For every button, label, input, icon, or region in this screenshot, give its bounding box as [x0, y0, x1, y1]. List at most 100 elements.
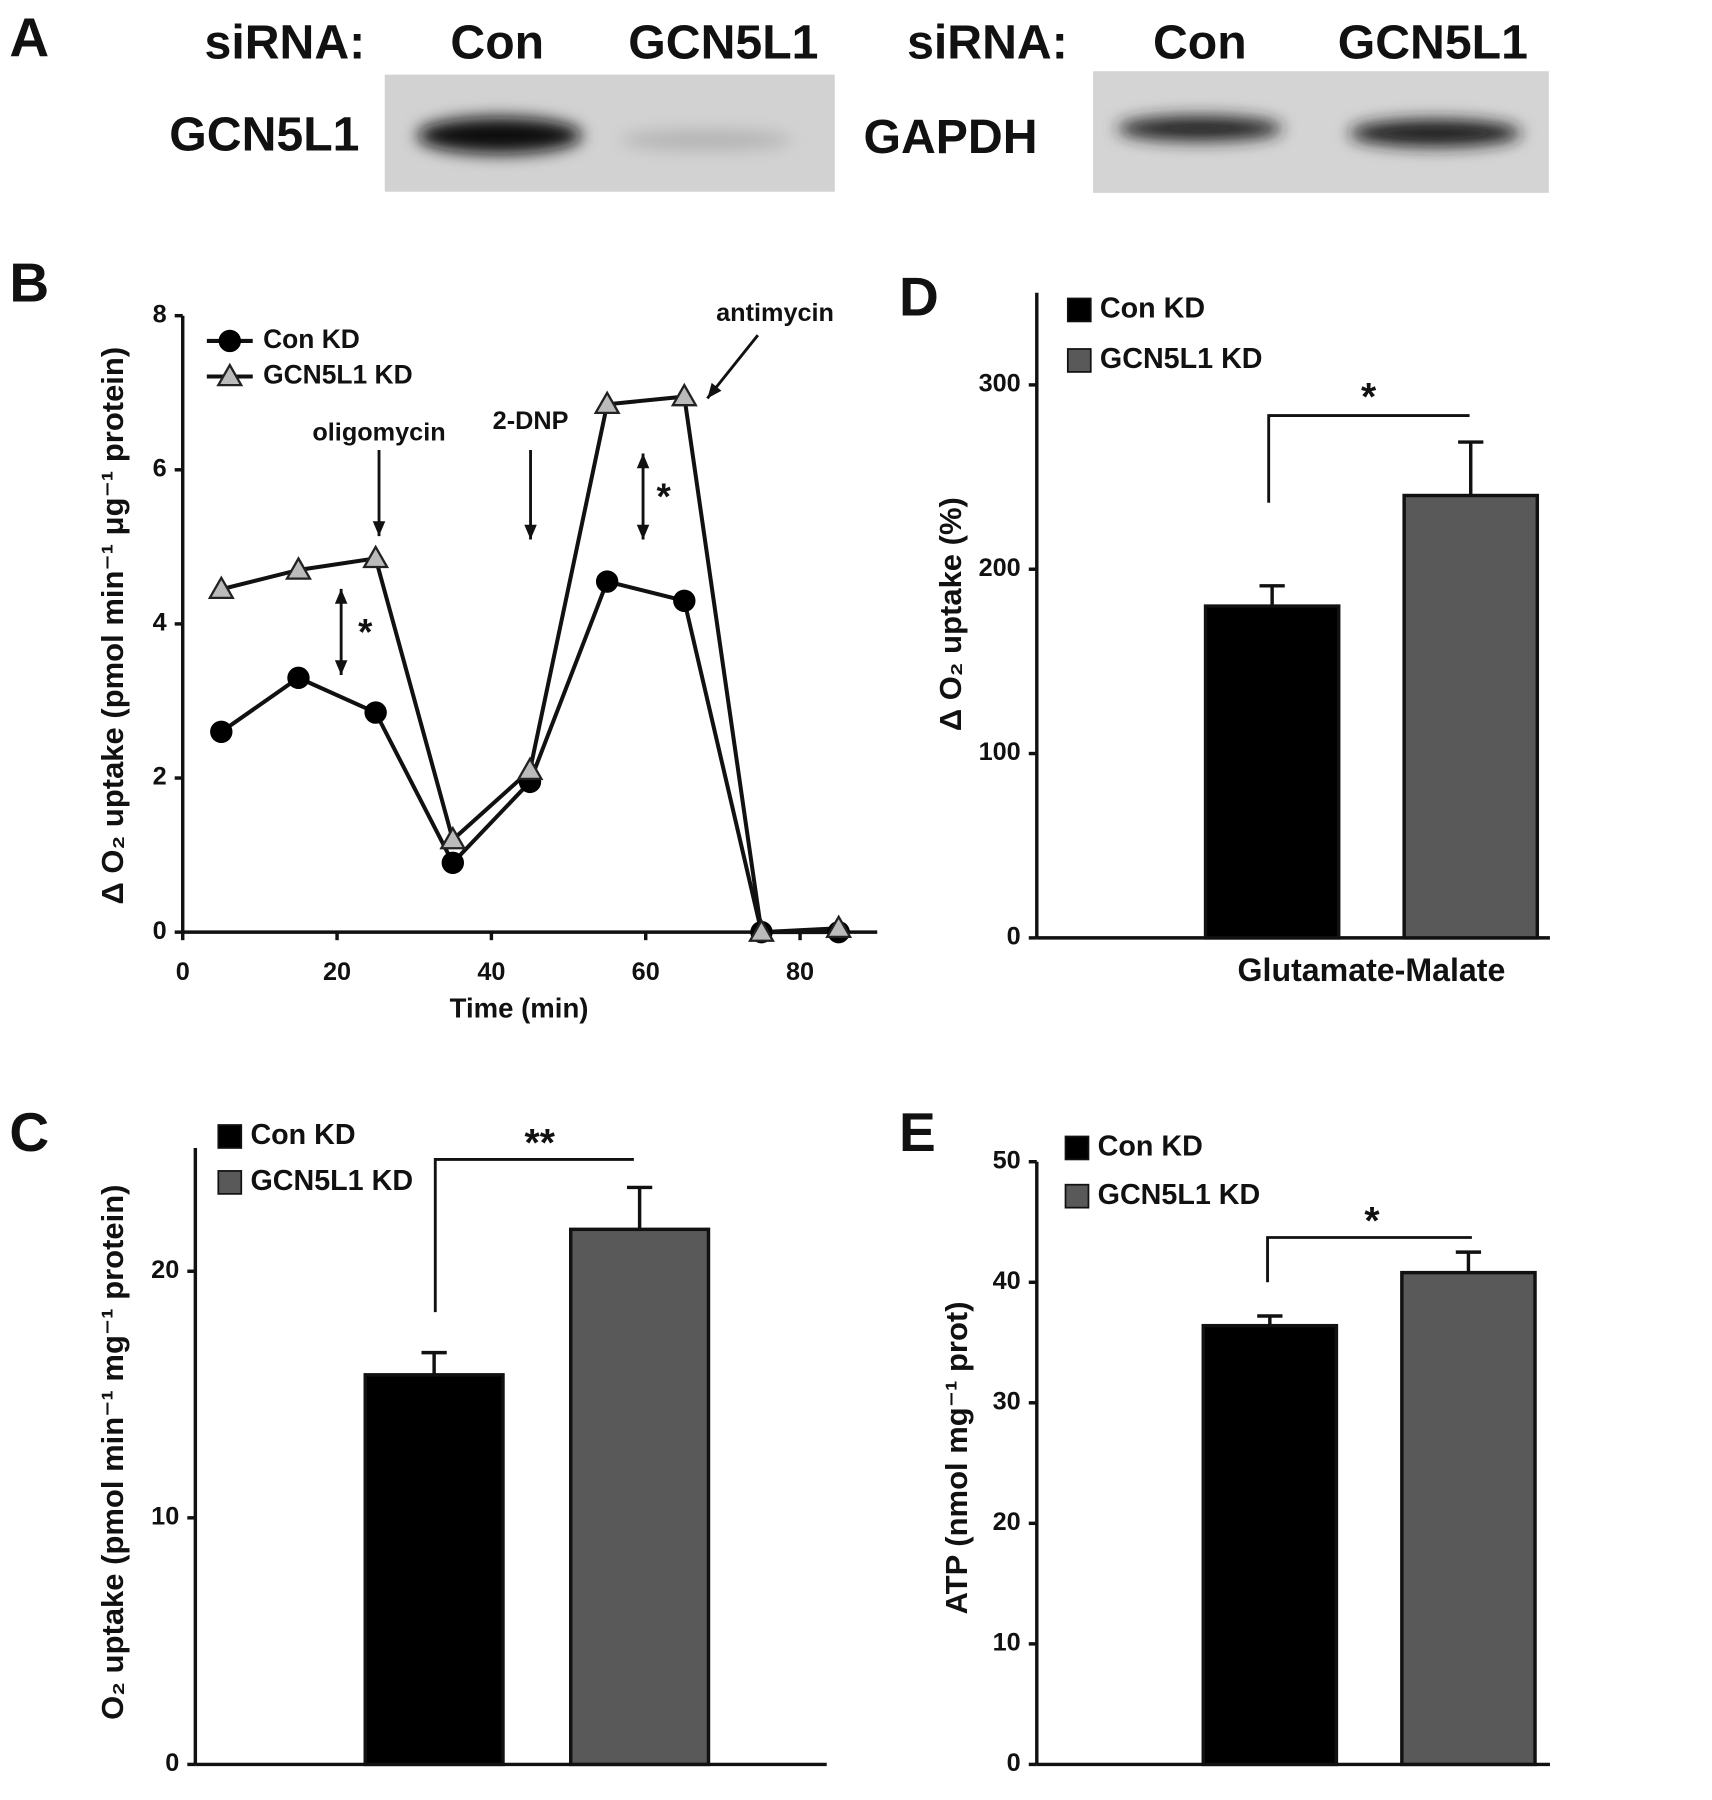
y-tick-label: 6	[153, 454, 167, 482]
significance-bracket	[433, 1158, 634, 1313]
y-tick-label: 0	[1007, 1749, 1021, 1777]
x-tick-label: 0	[176, 958, 190, 986]
annotation: oligomycin	[312, 419, 445, 447]
annotation: antimycin	[716, 299, 834, 327]
legend-label: GCN5L1 KD	[1100, 343, 1263, 375]
y-tick-label: 8	[153, 300, 167, 328]
marker	[210, 720, 233, 743]
significance-label: *	[1364, 1200, 1380, 1243]
x-axis-label: Time (min)	[450, 992, 589, 1023]
bar	[1402, 493, 1540, 940]
y-axis-label: O₂ uptake (pmol min⁻¹ mg⁻¹ protein)	[95, 1185, 130, 1720]
panel-label: E	[899, 1101, 936, 1163]
y-tick-label: 10	[993, 1629, 1021, 1657]
marker	[287, 666, 310, 690]
significance-bracket	[1267, 414, 1470, 503]
marker	[439, 825, 467, 850]
blot-band	[1349, 119, 1522, 147]
blot-prefix: siRNA:	[907, 16, 1068, 70]
marker	[516, 756, 544, 781]
y-axis-label: Δ O₂ uptake (pmol min⁻¹ μg⁻¹ protein)	[95, 347, 130, 905]
y-tick-label: 200	[979, 554, 1021, 582]
marker	[748, 918, 775, 942]
arrow-head	[334, 588, 348, 604]
x-tick-label: 20	[323, 958, 351, 986]
annotation: *	[657, 476, 672, 517]
lane-label: GCN5L1	[1338, 16, 1528, 70]
legend-label: GCN5L1 KD	[250, 1165, 413, 1197]
arrow-head	[636, 524, 650, 540]
x-tick-label: 60	[632, 958, 660, 986]
legend-label: Con KD	[1100, 293, 1205, 325]
lane-label: GCN5L1	[628, 16, 818, 70]
legend-label: Con KD	[1098, 1131, 1203, 1163]
x-tick-label: 40	[477, 958, 505, 986]
blot-prefix: siRNA:	[205, 16, 366, 70]
legend-label: Con KD	[250, 1119, 355, 1151]
blot-band	[620, 129, 793, 151]
bar	[1400, 1270, 1537, 1767]
bar	[1203, 604, 1341, 940]
y-tick-label: 300	[979, 370, 1021, 398]
y-tick-label: 20	[993, 1508, 1021, 1536]
arrow-head	[636, 453, 650, 469]
marker	[825, 914, 853, 939]
protein-label: GAPDH	[863, 110, 1037, 164]
significance-label: *	[1361, 376, 1377, 419]
bar	[569, 1227, 711, 1767]
legend-swatch	[1064, 1183, 1090, 1209]
legend-marker	[218, 329, 241, 353]
marker	[207, 575, 235, 599]
marker	[670, 382, 698, 407]
legend-label: Con KD	[263, 324, 360, 354]
annotation: *	[358, 612, 373, 653]
bar	[363, 1373, 505, 1767]
arrow-head	[334, 660, 348, 675]
legend-marker	[216, 362, 244, 387]
marker	[593, 390, 621, 415]
legend-swatch	[217, 1124, 243, 1149]
y-tick-label: 20	[151, 1256, 179, 1284]
x-tick-label: Glutamate-Malate	[1238, 952, 1506, 988]
marker	[362, 544, 390, 569]
y-tick-label: 4	[153, 609, 167, 637]
marker	[673, 589, 696, 612]
legend-swatch	[1066, 297, 1092, 323]
annotation: 2-DNP	[493, 407, 569, 435]
y-tick-label: 0	[153, 917, 167, 945]
y-axis-label: ATP (nmol mg⁻¹ prot)	[939, 1301, 974, 1614]
lane-label: Con	[450, 16, 544, 70]
arrow-head	[372, 521, 386, 537]
panel-label: A	[9, 6, 49, 68]
y-tick-label: 0	[165, 1749, 179, 1777]
blot-band	[416, 117, 583, 154]
panel-label: D	[899, 265, 939, 327]
y-tick-label: 100	[979, 738, 1021, 766]
bar	[1201, 1323, 1339, 1767]
legend-swatch	[217, 1170, 243, 1195]
arrow-head	[707, 382, 722, 399]
arrow-head	[524, 524, 537, 540]
panel-label: C	[9, 1101, 49, 1163]
marker	[364, 701, 387, 724]
lane-label: Con	[1153, 16, 1247, 70]
y-tick-label: 10	[151, 1503, 179, 1531]
marker	[595, 570, 619, 593]
y-tick-label: 40	[993, 1267, 1021, 1295]
y-tick-label: 50	[993, 1146, 1021, 1174]
legend-label: GCN5L1 KD	[263, 359, 413, 389]
marker	[441, 851, 465, 874]
panel-label: B	[9, 252, 49, 314]
legend-swatch	[1066, 348, 1092, 373]
marker	[285, 556, 312, 580]
y-tick-label: 0	[1007, 923, 1021, 951]
legend-label: GCN5L1 KD	[1098, 1179, 1261, 1211]
y-axis-label: Δ O₂ uptake (%)	[933, 497, 968, 731]
x-tick-label: 80	[786, 958, 814, 986]
blot-band	[1117, 115, 1283, 142]
y-tick-label: 2	[153, 763, 167, 791]
y-tick-label: 30	[993, 1387, 1021, 1415]
significance-bracket	[1266, 1236, 1472, 1283]
significance-label: **	[525, 1122, 556, 1165]
